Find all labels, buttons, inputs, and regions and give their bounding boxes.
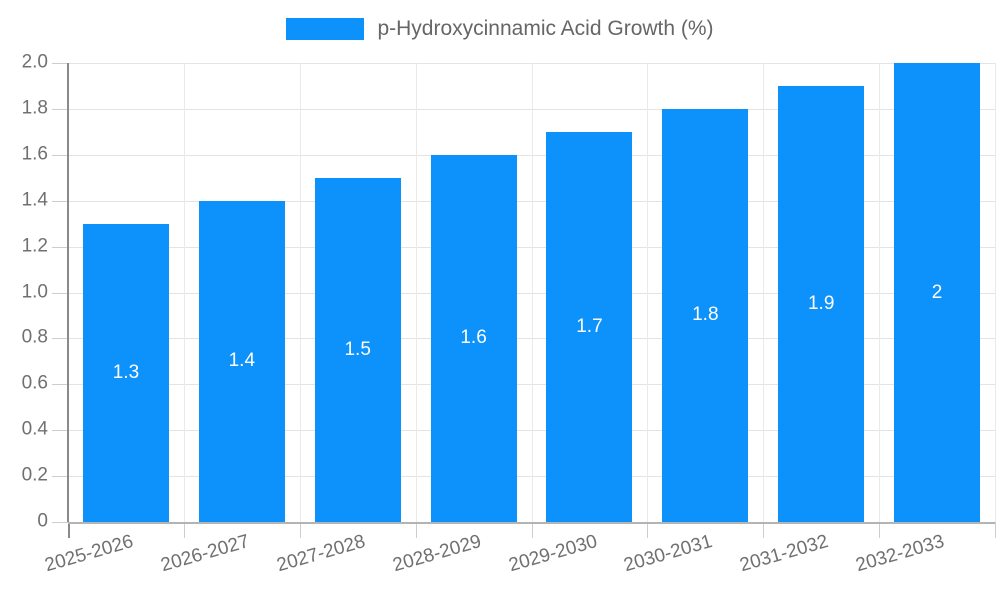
x-tick-mark (531, 522, 533, 538)
y-tick-label: 0.8 (21, 326, 48, 348)
bar-value-label: 1.6 (460, 327, 487, 349)
x-category-label: 2026-2027 (158, 531, 252, 577)
bar[interactable] (662, 108, 749, 522)
x-gridline (647, 63, 649, 522)
y-tick-label: 0 (37, 510, 48, 532)
x-tick-mark (68, 522, 70, 538)
y-tick-label: 1.4 (21, 189, 48, 211)
x-category-label: 2025-2026 (42, 531, 136, 577)
bar[interactable] (894, 63, 981, 522)
y-tick-mark (52, 384, 68, 386)
y-tick-mark (52, 522, 68, 523)
y-tick-mark (52, 154, 68, 156)
x-category-label: 2029-2030 (506, 531, 600, 577)
y-tick-label: 1.2 (21, 235, 48, 257)
x-category-label: 2030-2031 (621, 531, 716, 577)
bar[interactable] (546, 131, 633, 522)
bar-value-label: 1.5 (344, 338, 371, 360)
x-tick-mark (415, 522, 417, 538)
bar[interactable] (778, 85, 865, 522)
y-tick-mark (52, 108, 68, 110)
legend-label: p-Hydroxycinnamic Acid Growth (%) (377, 17, 714, 40)
bar-value-label: 1.9 (807, 292, 835, 314)
y-tick-label: 1.6 (21, 143, 48, 165)
x-gridline (995, 63, 996, 522)
x-gridline (879, 63, 881, 522)
x-category-label: 2031-2032 (737, 531, 831, 577)
bar-value-label: 1.4 (228, 350, 256, 372)
bar-value-label: 1.8 (692, 304, 719, 326)
bar-value-label: 1.7 (576, 315, 603, 337)
x-category-label: 2027-2028 (274, 531, 368, 577)
y-tick-label: 1.0 (21, 281, 48, 303)
y-tick-label: 2.0 (21, 51, 48, 73)
y-tick-label: 0.4 (21, 418, 48, 440)
bar[interactable] (430, 154, 517, 522)
x-gridline (531, 63, 533, 522)
bar[interactable] (198, 200, 285, 522)
y-tick-mark (52, 292, 68, 294)
y-axis-line (67, 63, 69, 522)
y-tick-mark (52, 476, 68, 478)
x-category-label: 2032-2033 (853, 531, 947, 577)
x-category-label: 2028-2029 (390, 531, 484, 577)
legend[interactable]: p-Hydroxycinnamic Acid Growth (%) (0, 18, 1000, 40)
y-tick-label: 0.6 (21, 372, 48, 394)
bar[interactable] (314, 177, 401, 522)
bar-value-label: 1.3 (112, 361, 140, 383)
y-tick-label: 0.2 (21, 464, 48, 486)
y-tick-mark (52, 430, 68, 432)
x-gridline (183, 63, 185, 522)
x-tick-mark (647, 522, 649, 538)
y-tick-mark (52, 200, 68, 202)
x-gridline (415, 63, 417, 522)
x-tick-mark (879, 522, 881, 538)
x-tick-mark (763, 522, 765, 538)
y-tick-mark (52, 63, 68, 64)
y-tick-mark (52, 246, 68, 248)
y-tick-label: 1.8 (21, 97, 48, 119)
x-gridline (763, 63, 765, 522)
x-gridline (299, 63, 301, 522)
x-tick-mark (995, 522, 996, 538)
x-axis-line (68, 522, 995, 524)
legend-swatch-icon (286, 18, 365, 40)
bar-value-label: 2 (931, 281, 943, 303)
bar[interactable] (82, 223, 169, 522)
x-tick-mark (299, 522, 301, 538)
y-tick-mark (52, 338, 68, 340)
x-tick-mark (183, 522, 185, 538)
